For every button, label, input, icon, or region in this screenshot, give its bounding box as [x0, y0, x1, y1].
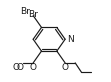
- Text: O: O: [12, 63, 19, 72]
- Text: O: O: [30, 63, 37, 72]
- Text: Br: Br: [20, 7, 30, 16]
- Text: O: O: [16, 63, 23, 72]
- Text: N: N: [67, 35, 74, 44]
- Text: Br: Br: [28, 10, 38, 19]
- Text: O: O: [62, 63, 69, 72]
